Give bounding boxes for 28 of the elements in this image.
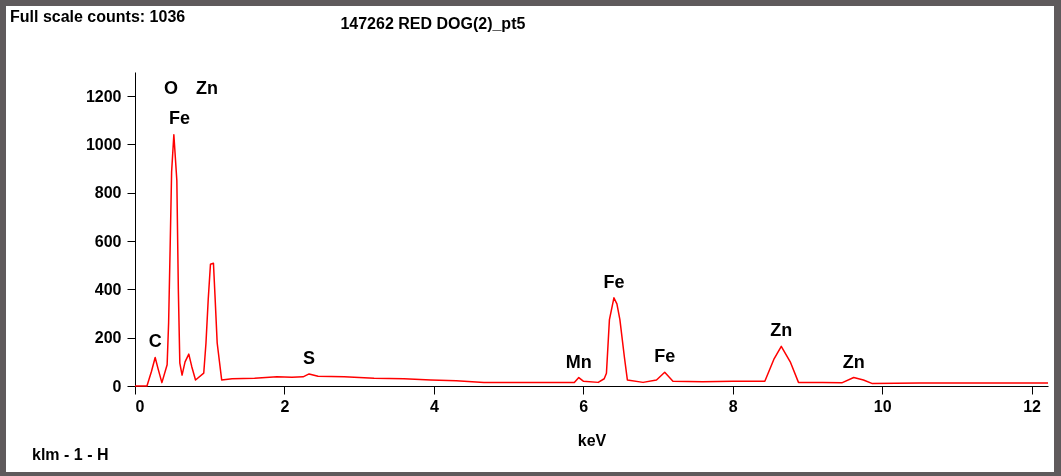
annotation: Zn [770,320,793,341]
x-tick-label: 12 [1023,397,1042,415]
x-tick-label: 6 [579,397,589,415]
y-tick-label: 200 [94,329,122,347]
y-tick-label: 1200 [85,87,122,105]
annotation: Fe [603,271,625,292]
y-tick-label: 400 [94,280,122,298]
text: Full scale counts: 1036 [10,8,186,26]
annotation: Mn [565,351,592,372]
x-tick-label: 10 [873,397,892,415]
y-tick-label: 800 [94,184,122,202]
text: klm - 1 - H [32,446,109,464]
annotation: S [303,347,316,368]
annotation: C [148,331,162,352]
x-tick-label: 2 [280,397,290,415]
chart-title: 147262 RED DOG(2)_pt5 [340,15,526,32]
x-tick-label: 8 [728,397,738,415]
annotation: Fe [169,108,191,129]
annotation: O [164,78,179,99]
annotation: Fe [654,346,676,367]
x-tick-label: 0 [135,397,145,415]
x-tick-label: 4 [429,397,439,415]
annotation: Zn [842,351,865,372]
y-tick-label: 1000 [85,135,122,153]
annotation: Zn [196,78,218,99]
x-axis-title: keV [577,431,607,449]
y-tick-label: 600 [94,232,122,250]
y-tick-label: 0 [112,377,122,395]
